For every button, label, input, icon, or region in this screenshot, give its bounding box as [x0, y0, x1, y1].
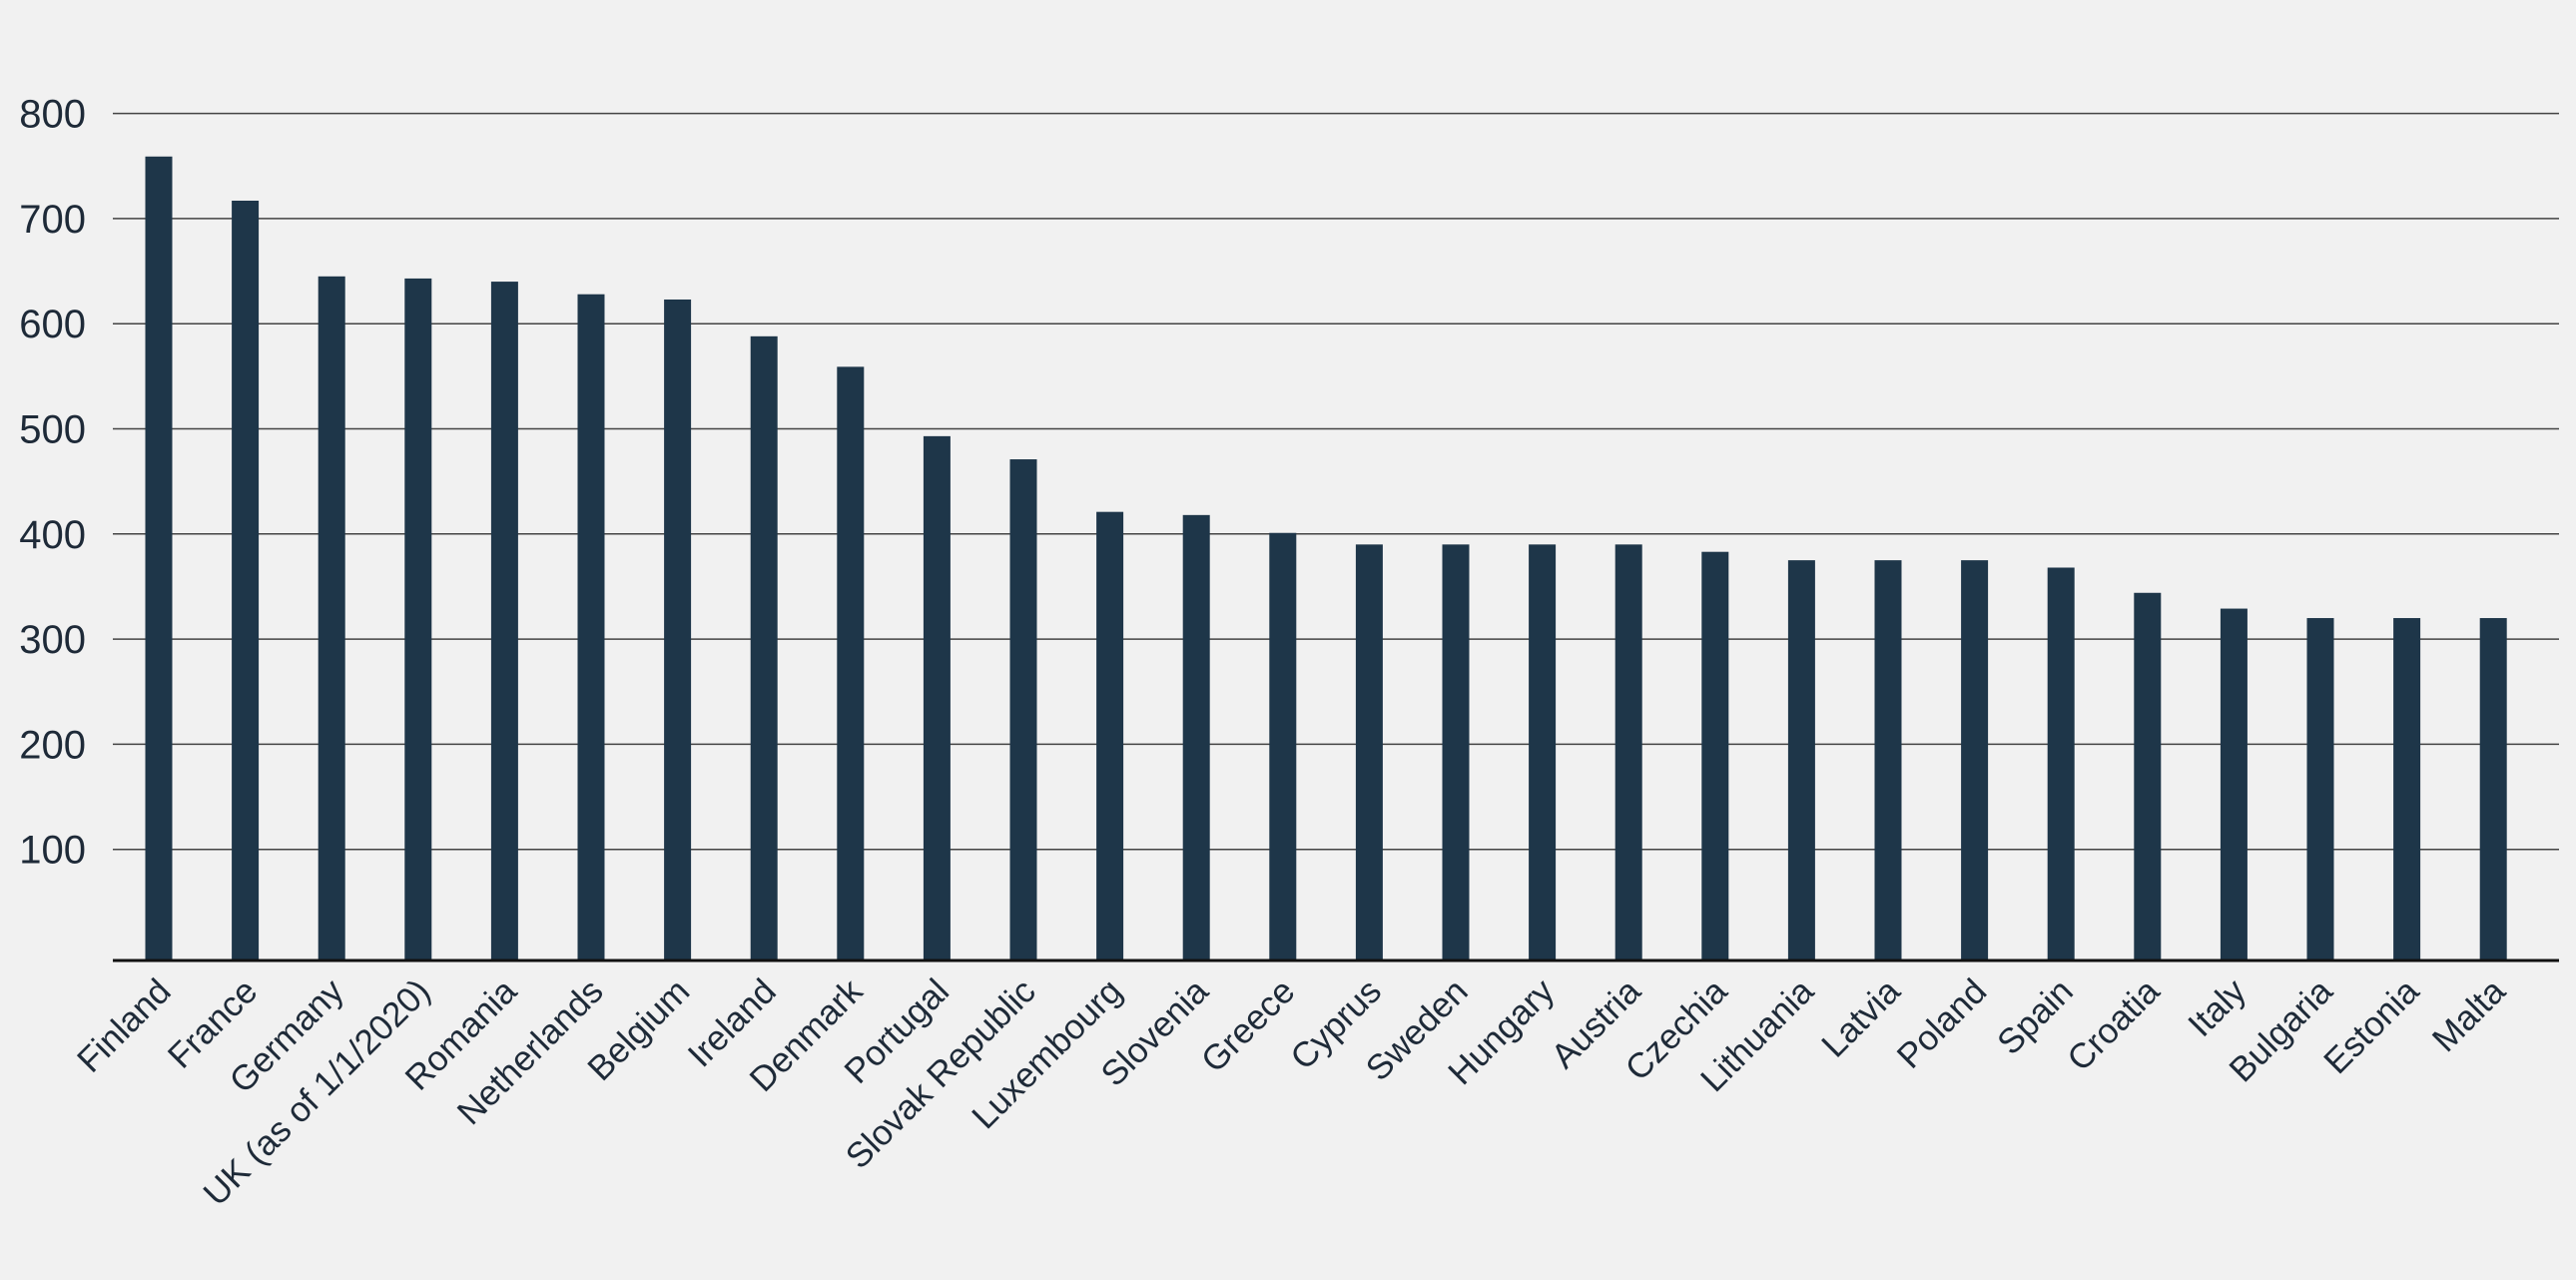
- x-tick-label: Malta: [2425, 971, 2513, 1059]
- bar-spain: [2047, 567, 2075, 960]
- bar-cyprus: [1355, 544, 1383, 960]
- bar-germany: [318, 276, 345, 960]
- x-tick-label: Poland: [1890, 971, 1995, 1076]
- x-tick-label: Estonia: [2316, 971, 2427, 1082]
- bar-czechia: [1701, 551, 1729, 960]
- gridlines: [113, 112, 2559, 851]
- y-tick-label: 800: [19, 93, 86, 137]
- y-axis-ticks: 100 200 300 400 500 600 700 800: [19, 93, 86, 873]
- y-tick-label: 300: [19, 618, 86, 662]
- bar-slovak-republic: [1009, 459, 1037, 960]
- x-tick-label: Croatia: [2060, 971, 2168, 1079]
- bar-poland: [1961, 560, 1989, 960]
- bar-france: [232, 200, 260, 960]
- bar-uk-as-of-1-1-2020-: [404, 278, 432, 960]
- bar-malta: [2479, 618, 2507, 960]
- bar-hungary: [1529, 544, 1557, 960]
- bar-austria: [1614, 544, 1642, 960]
- bar-finland: [145, 156, 173, 960]
- bar-lithuania: [1787, 560, 1815, 960]
- bar-luxembourg: [1096, 511, 1124, 960]
- bar-italy: [2220, 608, 2248, 960]
- x-tick-label: Greece: [1194, 971, 1303, 1080]
- bar-latvia: [1874, 560, 1902, 960]
- bar-ireland: [750, 335, 778, 960]
- bar-portugal: [923, 435, 951, 961]
- y-tick-label: 600: [19, 303, 86, 346]
- bar-romania: [490, 282, 518, 961]
- bar-estonia: [2393, 618, 2421, 960]
- x-tick-label: Finland: [70, 971, 179, 1080]
- y-tick-label: 500: [19, 408, 86, 452]
- bar-bulgaria: [2306, 618, 2334, 960]
- y-tick-label: 100: [19, 829, 86, 873]
- bar-sweden: [1442, 544, 1470, 960]
- bar-netherlands: [577, 294, 605, 960]
- y-tick-label: 400: [19, 513, 86, 557]
- x-tick-label: Italy: [2181, 971, 2254, 1044]
- bar-belgium: [664, 299, 692, 961]
- y-tick-label: 700: [19, 198, 86, 242]
- bar-denmark: [837, 366, 865, 960]
- bars: [145, 156, 2507, 961]
- bar-slovenia: [1182, 514, 1210, 960]
- bar-greece: [1269, 532, 1297, 960]
- y-tick-label: 200: [19, 723, 86, 767]
- bar-croatia: [2134, 592, 2162, 960]
